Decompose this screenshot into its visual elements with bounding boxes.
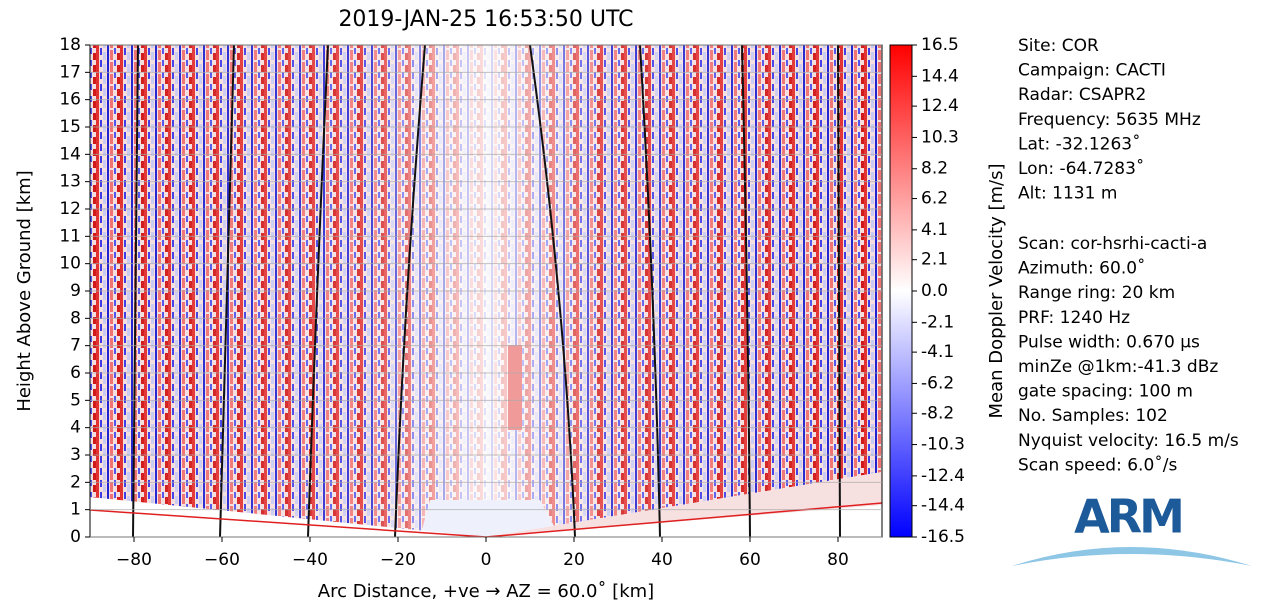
colorbar-tick-label: -8.2 [921,403,954,423]
elevation-lines [132,44,841,538]
site-info-line: Alt: 1131 m [1018,184,1117,204]
x-tick-label: 60 [739,550,761,570]
chart-title: 2019-JAN-25 16:53:50 UTC [338,7,633,32]
colorbar-tick-label: -6.2 [921,373,954,393]
x-tick-label: −40 [292,550,328,570]
site-info-line: Site: COR [1018,36,1099,56]
colorbar-tick-label: 6.2 [921,189,948,209]
y-tick-label: 12 [59,199,81,219]
y-tick-label: 1 [70,500,81,520]
x-tick-label: −20 [380,550,416,570]
x-tick-label: 80 [827,550,849,570]
colorbar-tick-label: 8.2 [921,159,948,179]
y-tick-label: 6 [70,363,81,383]
scan-info-line: Scan speed: 6.0˚/s [1018,454,1177,475]
site-info-line: Lon: -64.7283˚ [1018,158,1144,179]
y-tick-label: 5 [70,390,81,410]
y-tick-label: 0 [70,527,81,547]
colorbar-label: Mean Doppler Velocity [m/s] [986,163,1007,418]
scan-info-line: Nyquist velocity: 16.5 m/s [1018,431,1239,451]
scan-info-line: Scan: cor-hsrhi-cacti-a [1018,234,1207,254]
site-info-line: Lat: -32.1263˚ [1018,133,1141,154]
colorbar-tick-label: 16.5 [921,35,959,55]
scan-info-line: gate spacing: 100 m [1018,382,1193,402]
x-tick-label: 20 [563,550,585,570]
colorbar-tick-label: 2.1 [921,250,948,270]
x-tick-label: −60 [204,550,240,570]
echo-feature [508,345,522,430]
colorbar-tick-label: -12.4 [921,466,965,486]
colorbar-tick-label: -16.5 [921,527,965,547]
colorbar-tick-label: 14.4 [921,66,959,86]
site-info-line: Campaign: CACTI [1018,61,1166,81]
y-tick-label: 9 [70,281,81,301]
logo: ARM [1074,490,1182,544]
y-tick-label: 11 [59,226,81,246]
y-tick-label: 17 [59,62,81,82]
colorbar-tick-label: 0.0 [921,281,948,301]
colorbar-tick-label: 12.4 [921,96,959,116]
scan-info-line: minZe @1km:-41.3 dBz [1018,357,1218,377]
y-tick-label: 14 [59,144,81,164]
y-tick-label: 7 [70,336,81,356]
x-tick-label: −80 [116,550,152,570]
y-tick-label: 15 [59,117,81,137]
colorbar-tick-label: 4.1 [921,220,948,240]
y-tick-label: 8 [70,308,81,328]
site-info-line: Radar: CSAPR2 [1018,85,1146,105]
y-tick-label: 3 [70,445,81,465]
scan-info-line: Range ring: 20 km [1018,283,1175,303]
y-axis-label: Height Above Ground [km] [14,170,35,411]
scan-info-line: No. Samples: 102 [1018,406,1168,426]
site-info-line: Frequency: 5635 MHz [1018,110,1201,130]
scan-info-line: Pulse width: 0.670 μs [1018,332,1200,352]
y-tick-label: 16 [59,90,81,110]
y-tick-label: 10 [59,254,81,274]
colorbar-tick-label: -2.1 [921,312,954,332]
scan-info-line: Azimuth: 60.0˚ [1018,258,1146,279]
logo-swoosh [1012,547,1252,566]
y-tick-label: 18 [59,35,81,55]
x-axis-label: Arc Distance, +ve → AZ = 60.0˚ [km] [318,581,654,602]
near-ground-echo [486,472,882,537]
y-tick-label: 2 [70,472,81,492]
y-tick-label: 13 [59,172,81,192]
colorbar [889,44,913,538]
colorbar-tick-label: -10.3 [921,435,965,455]
colorbar-tick-label: -4.1 [921,342,954,362]
colorbar-tick-label: 10.3 [921,127,959,147]
x-tick-label: 40 [651,550,673,570]
y-tick-label: 4 [70,418,81,438]
scan-info-line: PRF: 1240 Hz [1018,308,1130,328]
colorbar-tick-label: -14.4 [921,496,965,516]
x-tick-label: 0 [481,550,492,570]
